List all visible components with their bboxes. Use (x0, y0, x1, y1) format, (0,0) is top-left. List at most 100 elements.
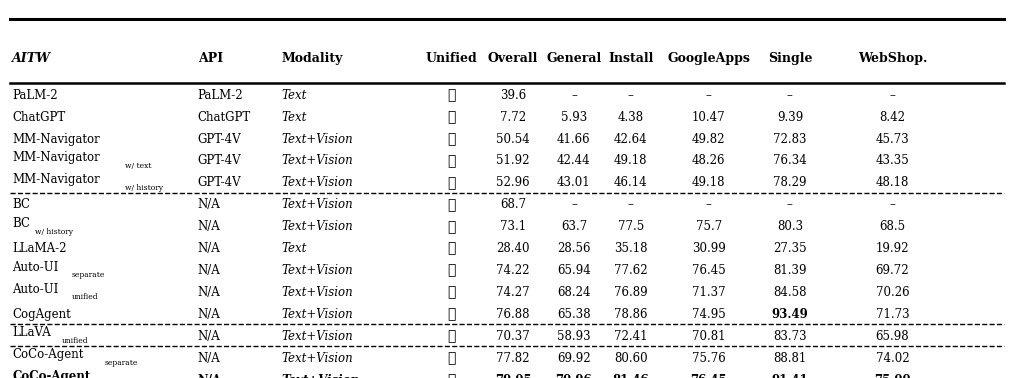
Text: 73.1: 73.1 (500, 220, 526, 233)
Text: separate: separate (72, 271, 105, 279)
Text: 49.82: 49.82 (692, 133, 726, 146)
Text: 10.47: 10.47 (692, 111, 726, 124)
Text: ChatGPT: ChatGPT (198, 111, 251, 124)
Text: 68.5: 68.5 (879, 220, 906, 233)
Text: w/ history: w/ history (126, 184, 163, 192)
Text: separate: separate (104, 359, 138, 367)
Text: ✓: ✓ (447, 329, 455, 343)
Text: BC: BC (12, 217, 30, 230)
Text: 70.37: 70.37 (496, 330, 530, 343)
Text: 76.45: 76.45 (691, 374, 727, 378)
Text: 74.22: 74.22 (496, 264, 530, 277)
Text: 88.81: 88.81 (774, 352, 806, 365)
Text: 65.98: 65.98 (875, 330, 910, 343)
Text: unified: unified (62, 337, 89, 345)
Text: 75.76: 75.76 (692, 352, 726, 365)
Text: 5.93: 5.93 (561, 111, 587, 124)
Text: –: – (628, 198, 634, 211)
Text: 81.46: 81.46 (612, 374, 649, 378)
Text: GPT-4V: GPT-4V (198, 133, 241, 146)
Text: –: – (706, 89, 712, 102)
Text: LLaMA-2: LLaMA-2 (12, 242, 67, 255)
Text: Text: Text (282, 89, 307, 102)
Text: Auto-UI: Auto-UI (12, 260, 59, 274)
Text: 70.81: 70.81 (692, 330, 726, 343)
Text: Text+Vision: Text+Vision (282, 133, 354, 146)
Text: 74.95: 74.95 (692, 308, 726, 321)
Text: 91.41: 91.41 (772, 374, 808, 378)
Text: CoCo-Agent: CoCo-Agent (12, 370, 90, 378)
Text: ✓: ✓ (447, 88, 455, 102)
Text: 8.42: 8.42 (879, 111, 906, 124)
Text: 77.5: 77.5 (618, 220, 644, 233)
Text: 75.7: 75.7 (696, 220, 722, 233)
Text: 77.62: 77.62 (613, 264, 648, 277)
Text: BC: BC (12, 198, 30, 211)
Text: General: General (547, 52, 601, 65)
Text: 76.34: 76.34 (773, 155, 807, 167)
Text: N/A: N/A (198, 198, 220, 211)
Text: Auto-UI: Auto-UI (12, 282, 59, 296)
Text: 74.02: 74.02 (875, 352, 910, 365)
Text: 52.96: 52.96 (496, 177, 530, 189)
Text: 48.26: 48.26 (692, 155, 726, 167)
Text: Unified: Unified (425, 52, 478, 65)
Text: 83.73: 83.73 (773, 330, 807, 343)
Text: Text+Vision: Text+Vision (282, 352, 354, 365)
Text: 35.18: 35.18 (613, 242, 648, 255)
Text: 78.86: 78.86 (613, 308, 648, 321)
Text: 58.93: 58.93 (557, 330, 591, 343)
Text: Text: Text (282, 242, 307, 255)
Text: 43.01: 43.01 (557, 177, 591, 189)
Text: WebShop.: WebShop. (858, 52, 927, 65)
Text: AITW: AITW (12, 52, 51, 65)
Text: 65.94: 65.94 (557, 264, 591, 277)
Text: 19.92: 19.92 (875, 242, 910, 255)
Text: ✗: ✗ (447, 351, 455, 365)
Text: LLaVA: LLaVA (12, 326, 51, 339)
Text: Modality: Modality (282, 52, 344, 65)
Text: 4.38: 4.38 (618, 111, 644, 124)
Text: 75.00: 75.00 (874, 374, 911, 378)
Text: Overall: Overall (488, 52, 538, 65)
Text: 81.39: 81.39 (773, 264, 807, 277)
Text: 72.41: 72.41 (613, 330, 648, 343)
Text: –: – (889, 198, 895, 211)
Text: PaLM-2: PaLM-2 (198, 89, 243, 102)
Text: ✗: ✗ (447, 242, 455, 256)
Text: 76.45: 76.45 (692, 264, 726, 277)
Text: 68.24: 68.24 (557, 286, 591, 299)
Text: 63.7: 63.7 (561, 220, 587, 233)
Text: 42.64: 42.64 (613, 133, 648, 146)
Text: –: – (571, 198, 577, 211)
Text: Text+Vision: Text+Vision (282, 155, 354, 167)
Text: CogAgent: CogAgent (12, 308, 71, 321)
Text: w/ history: w/ history (35, 228, 73, 235)
Text: 69.72: 69.72 (875, 264, 910, 277)
Text: 27.35: 27.35 (773, 242, 807, 255)
Text: 71.37: 71.37 (692, 286, 726, 299)
Text: 28.56: 28.56 (557, 242, 591, 255)
Text: 74.27: 74.27 (496, 286, 530, 299)
Text: MM-Navigator: MM-Navigator (12, 151, 100, 164)
Text: w/ text: w/ text (126, 162, 152, 170)
Text: 72.83: 72.83 (773, 133, 807, 146)
Text: GoogleApps: GoogleApps (667, 52, 750, 65)
Text: N/A: N/A (198, 308, 220, 321)
Text: N/A: N/A (198, 352, 220, 365)
Text: 80.3: 80.3 (777, 220, 803, 233)
Text: 84.58: 84.58 (773, 286, 807, 299)
Text: unified: unified (72, 293, 98, 301)
Text: N/A: N/A (198, 286, 220, 299)
Text: Text+Vision: Text+Vision (282, 308, 354, 321)
Text: 43.35: 43.35 (875, 155, 910, 167)
Text: Text+Vision: Text+Vision (282, 286, 354, 299)
Text: Single: Single (768, 52, 812, 65)
Text: GPT-4V: GPT-4V (198, 155, 241, 167)
Text: ✗: ✗ (447, 263, 455, 277)
Text: –: – (628, 89, 634, 102)
Text: 69.92: 69.92 (557, 352, 591, 365)
Text: PaLM-2: PaLM-2 (12, 89, 58, 102)
Text: Text+Vision: Text+Vision (282, 374, 360, 378)
Text: Text: Text (282, 111, 307, 124)
